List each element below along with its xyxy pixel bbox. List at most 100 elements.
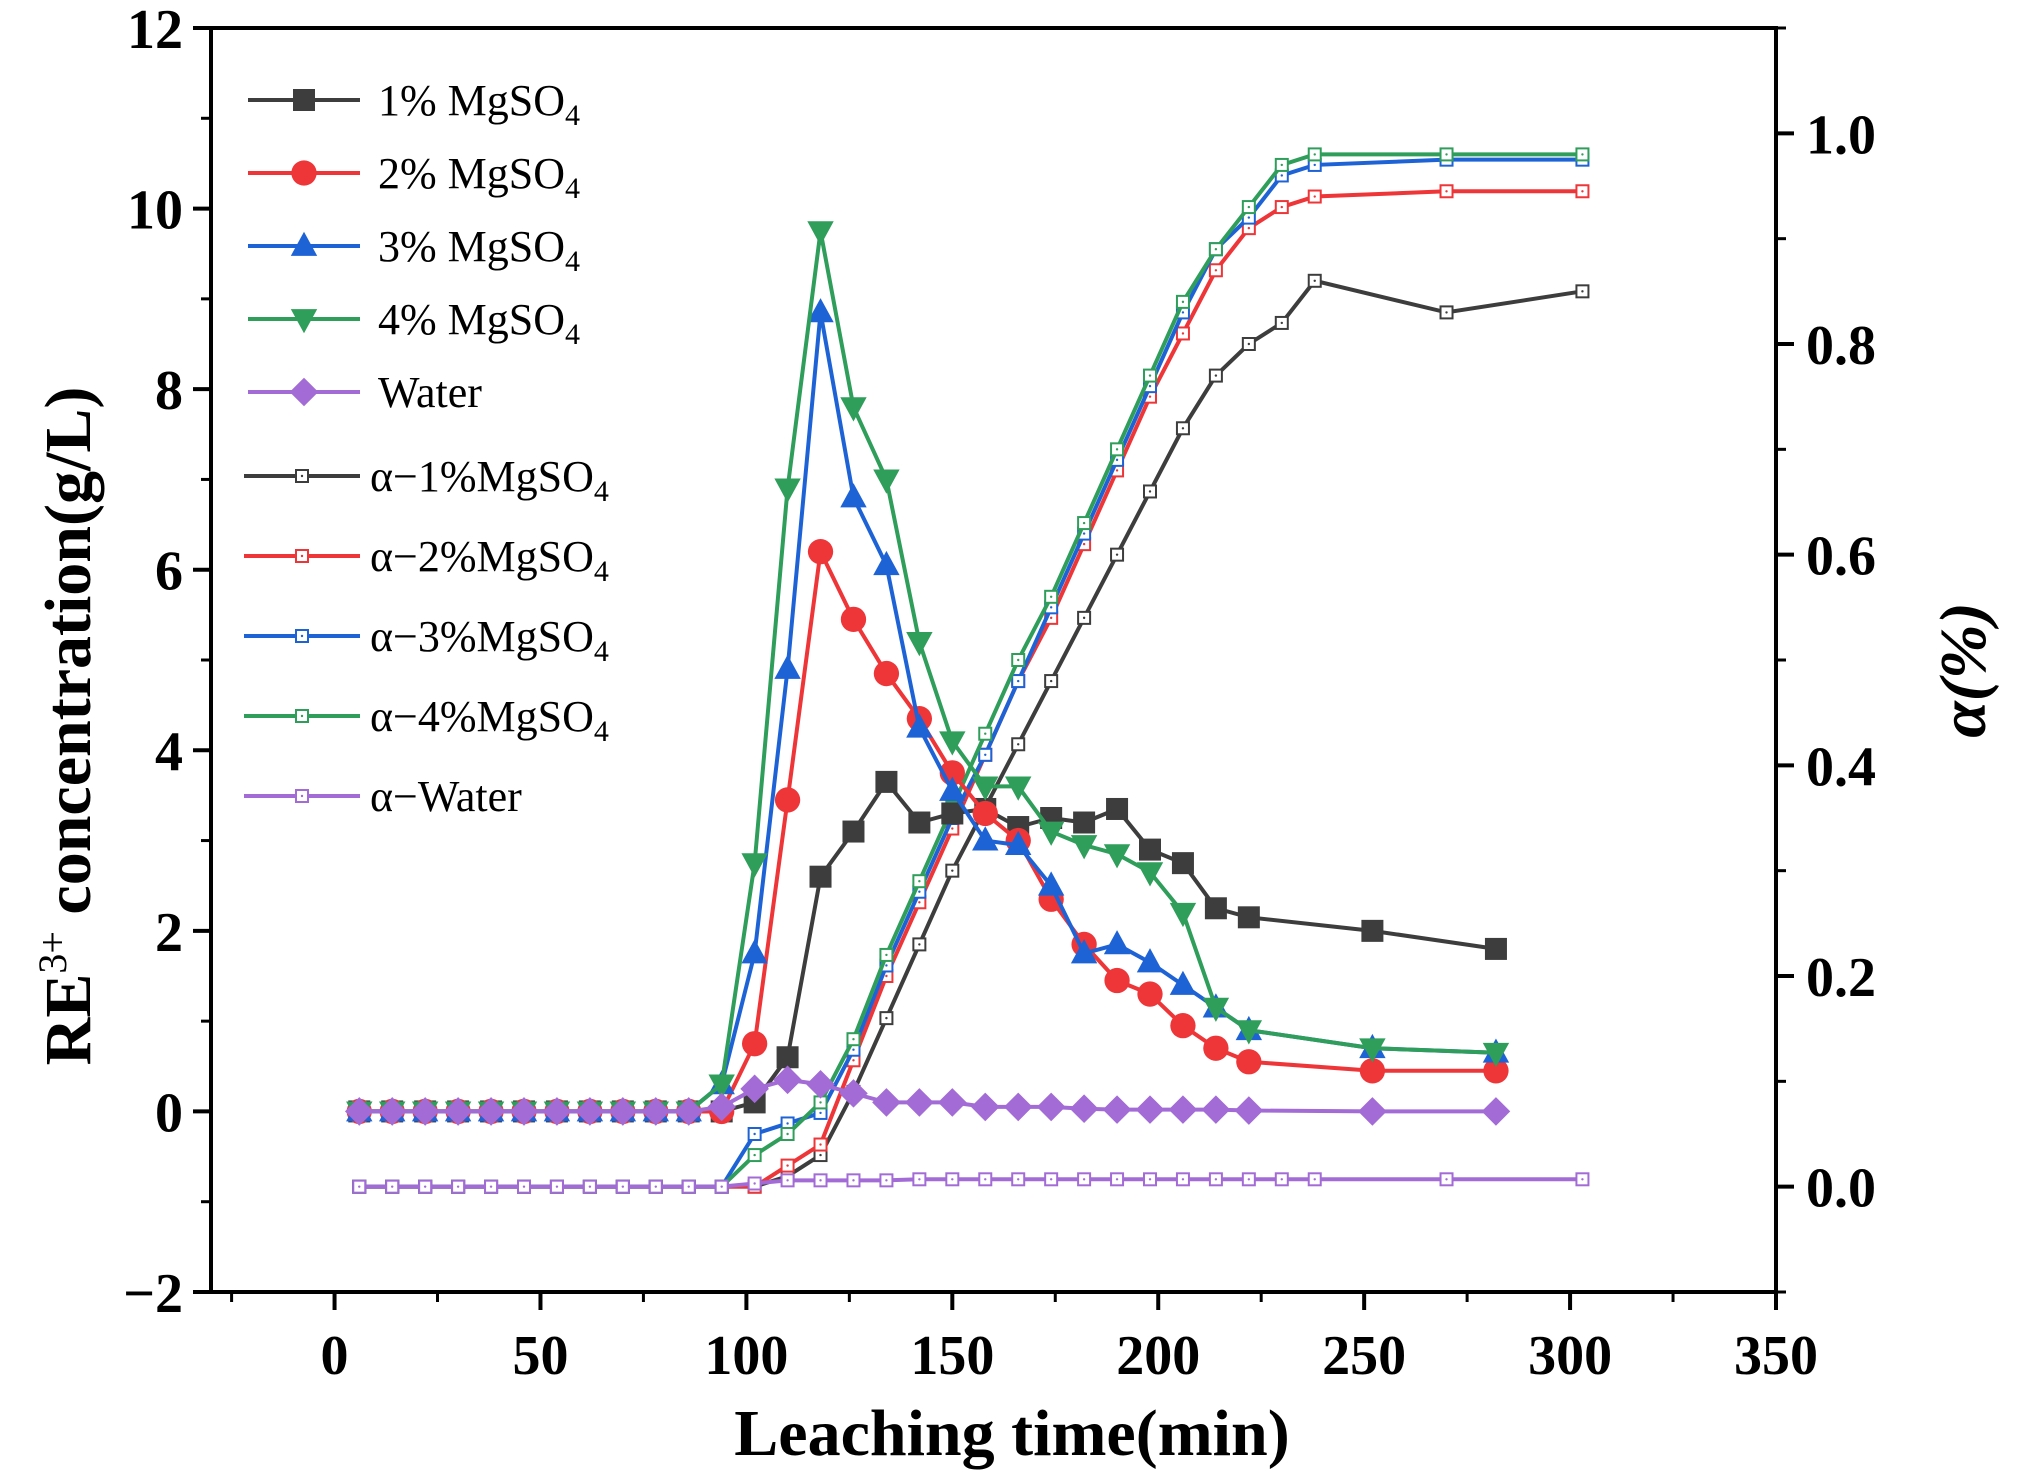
legend-label: α−1%MgSO4: [370, 452, 609, 508]
concentration-data-point: [740, 1074, 769, 1104]
alpha-data-point-dot: [1280, 174, 1283, 177]
alpha-data-point-dot: [918, 901, 921, 904]
legend-label-main: Water: [378, 368, 482, 417]
x-tick-label: 200: [1116, 1325, 1200, 1387]
alpha-series-line: [359, 1177, 1583, 1189]
alpha-data-point-dot: [555, 1185, 559, 1188]
concentration-data-point: [1361, 919, 1384, 942]
alpha-data-point-dot: [1115, 1178, 1119, 1181]
alpha-data-point-dot: [984, 753, 987, 756]
concentration-data-point: [807, 298, 834, 323]
alpha-series-layer: [352, 147, 1590, 1194]
concentration-data-point: [776, 1046, 799, 1069]
legend-label: α−2%MgSO4: [370, 532, 609, 588]
alpha-data-point-dot: [852, 1059, 855, 1062]
alpha-data-point-dot: [1313, 153, 1316, 156]
alpha-data-point-dot: [1049, 679, 1053, 683]
y-left-tick-label: 2: [155, 902, 183, 964]
legend-label-sub: 4: [594, 475, 609, 508]
concentration-data-point: [906, 632, 933, 657]
alpha-data-point-dot: [1247, 226, 1251, 230]
legend-marker: [289, 377, 319, 407]
concentration-data-point: [840, 606, 867, 633]
alpha-data-point-dot: [1313, 1178, 1316, 1181]
concentration-data-point: [840, 483, 867, 508]
legend-label-main: 4% MgSO: [378, 295, 565, 344]
concentration-data-point: [1170, 1013, 1196, 1039]
alpha-data-point-dot: [786, 1179, 789, 1182]
alpha-data-point-dot: [1082, 616, 1086, 620]
concentration-data-point: [1037, 871, 1065, 896]
legend-label-main: α−Water: [370, 772, 522, 821]
concentration-data-point: [1005, 776, 1032, 801]
y-left-tick-label: 0: [155, 1082, 183, 1144]
alpha-series-4: [352, 1172, 1590, 1194]
alpha-data-point-dot: [489, 1185, 493, 1188]
alpha-data-point-dot: [1581, 1178, 1584, 1181]
legend-label-main: 3% MgSO: [378, 222, 565, 271]
alpha-data-point-dot: [819, 1101, 822, 1104]
concentration-series-layer: [344, 221, 1511, 1126]
concentration-data-point: [1234, 1096, 1264, 1125]
alpha-data-point-dot: [1049, 616, 1053, 620]
legend-marker-dot: [300, 714, 304, 718]
legend-marker-dot: [300, 554, 304, 558]
legend-item-2: 3% MgSO4: [248, 222, 580, 278]
concentration-data-point: [1106, 797, 1129, 820]
concentration-data-point: [1136, 948, 1164, 973]
alpha-data-point-dot: [852, 1179, 855, 1182]
y-right-tick-label: 0.4: [1806, 736, 1876, 798]
concentration-data-point: [1168, 1095, 1198, 1124]
alpha-data-point-dot: [753, 1153, 756, 1157]
legend-item-0: 1% MgSO4: [248, 76, 580, 132]
alpha-data-point-dot: [1115, 458, 1119, 462]
concentration-data-point: [1359, 1058, 1386, 1084]
concentration-data-point: [1203, 1035, 1229, 1061]
alpha-data-point-dot: [852, 1038, 855, 1041]
concentration-data-point: [873, 469, 900, 494]
alpha-data-point-dot: [885, 1179, 888, 1182]
legend-item-alpha-0: α−1%MgSO4: [244, 452, 609, 508]
alpha-data-point-dot: [522, 1185, 526, 1188]
alpha-data-point-dot: [1214, 269, 1218, 272]
alpha-data-point-dot: [819, 1143, 822, 1146]
concentration-data-point: [1104, 967, 1130, 994]
alpha-data-point-dot: [786, 1132, 789, 1136]
alpha-data-point-dot: [819, 1111, 822, 1115]
legend-marker: [291, 160, 317, 186]
concentration-data-point: [575, 1097, 605, 1126]
legend-label-sub: 4: [565, 172, 580, 205]
alpha-data-point-dot: [918, 880, 921, 883]
concentration-data-point: [1069, 1094, 1099, 1124]
alpha-data-point-dot: [1445, 153, 1448, 156]
y-left-tick-label: −2: [123, 1263, 183, 1325]
legend-marker-dot: [300, 634, 304, 638]
concentration-data-point: [1202, 997, 1230, 1022]
alpha-data-point-dot: [1581, 290, 1584, 293]
y-right-tick-label: 1.0: [1806, 104, 1876, 166]
legend-label: α−3%MgSO4: [370, 612, 609, 668]
legend-item-alpha-4: α−Water: [244, 772, 522, 821]
concentration-data-point: [1169, 902, 1197, 928]
concentration-data-point: [377, 1097, 407, 1126]
concentration-data-point: [1201, 1095, 1231, 1124]
legend-item-1: 2% MgSO4: [248, 149, 580, 205]
concentration-data-point: [741, 939, 768, 964]
y-left-tick-label: 8: [155, 360, 183, 422]
alpha-data-point-dot: [1017, 658, 1020, 662]
alpha-data-point-dot: [786, 1164, 789, 1167]
alpha-data-point-dot: [819, 1179, 822, 1182]
y-left-tick-label: 12: [127, 0, 183, 61]
legend-item-alpha-3: α−4%MgSO4: [244, 692, 609, 748]
concentration-data-point: [875, 770, 898, 793]
concentration-data-point: [906, 713, 933, 738]
alpha-data-point-dot: [1148, 374, 1152, 377]
alpha-data-point-dot: [1148, 1178, 1152, 1181]
legend-label-main: α−4%MgSO: [370, 692, 594, 741]
concentration-data-point: [774, 478, 801, 503]
concentration-data-point: [1237, 906, 1260, 929]
alpha-data-point-dot: [1581, 190, 1584, 193]
legend-label: 2% MgSO4: [378, 149, 580, 205]
y-right-tick-label: 0.0: [1806, 1158, 1876, 1220]
